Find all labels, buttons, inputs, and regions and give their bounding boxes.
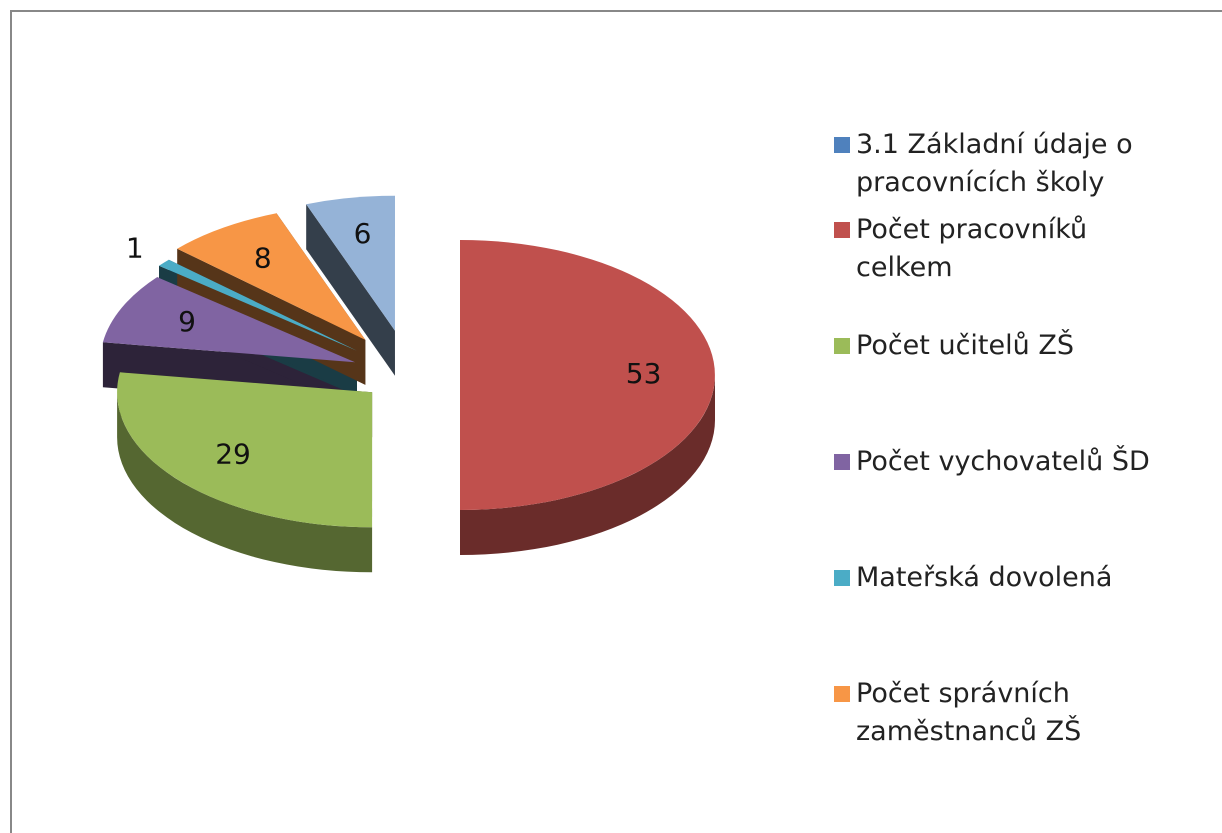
legend-swatch	[834, 454, 850, 470]
slice	[117, 372, 373, 528]
legend-item: Mateřská dovolená	[832, 559, 1192, 597]
slice-side	[117, 392, 373, 573]
legend-item: Počet vychovatelů ŠD	[832, 443, 1192, 481]
slice	[102, 277, 356, 363]
legend-label: Počet správních zaměstnanců ZŠ	[856, 678, 1082, 747]
data-label: 8	[254, 241, 272, 274]
legend-swatch	[834, 338, 850, 354]
legend-swatch	[834, 137, 850, 153]
data-label: 1	[126, 231, 144, 264]
legend-item: Počet učitelů ZŠ	[832, 327, 1192, 365]
data-label: 29	[215, 438, 251, 471]
legend-swatch	[834, 686, 850, 702]
data-label: 6	[354, 217, 372, 250]
legend-label: Počet pracovníků celkem	[856, 214, 1088, 283]
slice	[159, 259, 357, 351]
data-label: 53	[626, 357, 662, 390]
slice	[306, 195, 395, 331]
legend-label: Počet vychovatelů ŠD	[856, 446, 1150, 477]
slice	[460, 240, 715, 510]
slice-side	[460, 375, 715, 555]
slice-side	[306, 204, 395, 376]
chart-frame	[10, 10, 1222, 833]
legend-label: Počet učitelů ZŠ	[856, 330, 1074, 361]
legend-item: 3.1 Základní údaje o pracovnících školy	[832, 126, 1192, 202]
legend-label: 3.1 Základní údaje o pracovnících školy	[856, 129, 1133, 198]
data-label: 9	[178, 305, 196, 338]
legend-item: Počet pracovníků celkem	[832, 211, 1192, 287]
legend-label: Mateřská dovolená	[856, 562, 1113, 593]
legend-swatch	[834, 570, 850, 586]
legend-swatch	[834, 222, 850, 238]
slice	[177, 213, 366, 340]
legend-item: Počet správních zaměstnanců ZŠ	[832, 675, 1192, 751]
